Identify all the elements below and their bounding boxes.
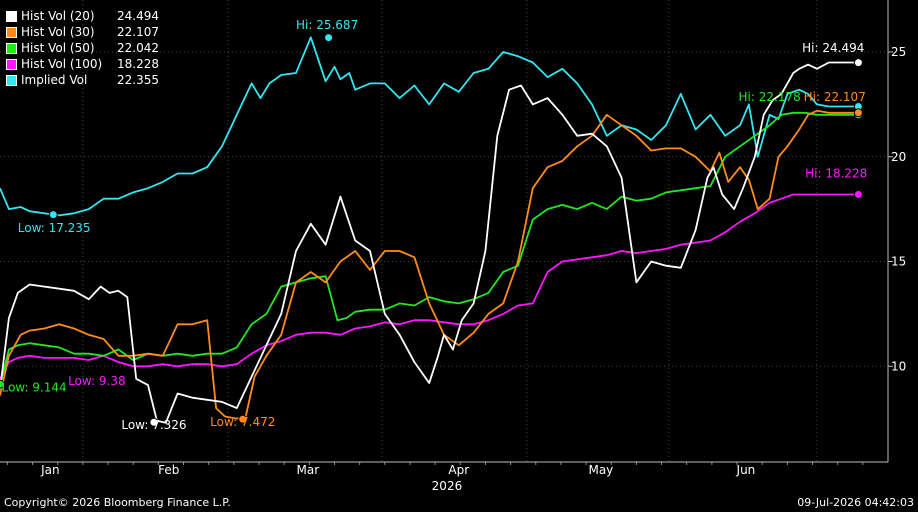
- series-line-iv: [0, 36, 859, 217]
- series-line-hv50: [0, 111, 859, 386]
- low-point-hv50: [0, 379, 5, 389]
- x-tick-label: Mar: [297, 463, 320, 477]
- hi-point-hv20: [853, 58, 863, 68]
- legend-name-hv20: Hist Vol (20): [21, 9, 95, 23]
- y-tick-label: 25: [891, 45, 906, 59]
- legend-swatch-hv30: [6, 26, 17, 38]
- legend-name-iv: Implied Vol: [21, 73, 88, 87]
- legend-swatch-hv50: [6, 42, 17, 54]
- legend-swatch-hv20: [6, 10, 17, 22]
- x-tick-label: Feb: [158, 463, 179, 477]
- legend-name-hv30: Hist Vol (30): [21, 25, 95, 39]
- legend-item-hv30: Hist Vol (30) 22.107: [6, 24, 159, 40]
- axes: 10 15 20 25 Jan Feb Mar Apr May Jun 2026: [0, 0, 906, 493]
- low-label-iv: Low: 17.235: [18, 221, 91, 235]
- legend-swatch-iv: [6, 74, 17, 86]
- low-label-hv30: Low: 7.472: [210, 415, 275, 429]
- low-label-hv100: Low: 9.38: [68, 374, 126, 388]
- y-tick-label: 15: [891, 255, 906, 269]
- low-point-iv: [48, 210, 58, 220]
- y-tick-label: 10: [891, 359, 906, 373]
- hi-label-hv100: Hi: 18.228: [805, 167, 867, 181]
- x-tick-label: May: [588, 463, 613, 477]
- hi-label-hv30: Hi: 22.107: [804, 90, 866, 104]
- low-label-hv50: Low: 9.144: [1, 380, 66, 394]
- legend-value-hv50: 22.042: [117, 41, 159, 55]
- y-tick-label: 20: [891, 150, 906, 164]
- legend-value-hv20: 24.494: [117, 9, 159, 23]
- hi-label-hv50: Hi: 22.178: [739, 90, 801, 104]
- x-axis-label: 2026: [432, 479, 463, 493]
- last-point-hv100: [853, 189, 863, 199]
- x-tick-label: Jan: [40, 463, 60, 477]
- legend-value-hv100: 18.228: [117, 57, 159, 71]
- last-point-hv30: [853, 108, 863, 118]
- legend-item-hv100: Hist Vol (100) 18.228: [6, 56, 159, 72]
- legend-value-hv30: 22.107: [117, 25, 159, 39]
- low-point-hv30: [238, 414, 248, 424]
- series-lines: [0, 36, 859, 424]
- hi-point-iv: [324, 33, 334, 43]
- markers: Low: 7.326 Hi: 24.494 Low: 7.472 Hi: 22.107…: [0, 18, 867, 432]
- series-line-hv20: [0, 61, 859, 424]
- x-tick-label: Apr: [448, 463, 469, 477]
- copyright-text: Copyright© 2026 Bloomberg Finance L.P.: [4, 496, 231, 509]
- hi-label-hv20: Hi: 24.494: [802, 41, 864, 55]
- low-point-hv20: [149, 417, 159, 427]
- x-tick-label: Jun: [736, 463, 756, 477]
- low-label-hv20: Low: 7.326: [121, 418, 186, 432]
- legend-swatch-hv100: [6, 58, 17, 70]
- legend-name-hv100: Hist Vol (100): [21, 57, 103, 71]
- legend: Hist Vol (20) 24.494 Hist Vol (30) 22.10…: [6, 8, 159, 88]
- hi-label-iv: Hi: 25.687: [296, 18, 358, 32]
- legend-item-hv20: Hist Vol (20) 24.494: [6, 8, 159, 24]
- legend-name-hv50: Hist Vol (50): [21, 41, 95, 55]
- legend-item-hv50: Hist Vol (50) 22.042: [6, 40, 159, 56]
- legend-value-iv: 22.355: [117, 73, 159, 87]
- legend-item-iv: Implied Vol 22.355: [6, 72, 159, 88]
- timestamp-text: 09-Jul-2026 04:42:03: [797, 496, 914, 509]
